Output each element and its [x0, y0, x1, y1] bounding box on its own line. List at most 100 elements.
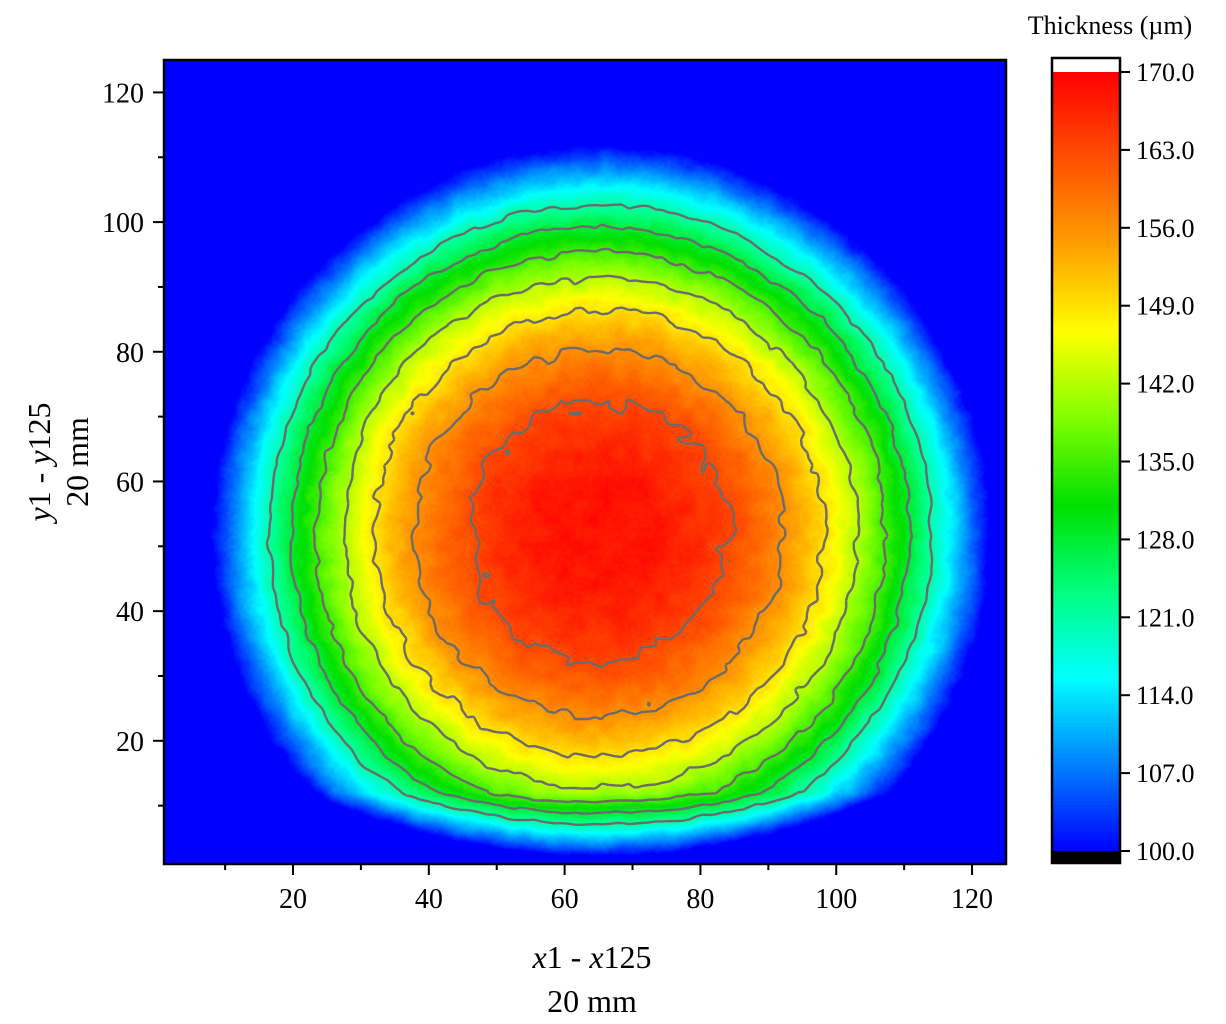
- colorbar-band: [1052, 220, 1120, 225]
- colorbar-band: [1052, 79, 1120, 85]
- colorbar-band: [1052, 551, 1120, 556]
- x-tick-label: 120: [951, 884, 993, 915]
- colorbar-band: [1052, 107, 1120, 112]
- colorbar-band: [1052, 578, 1120, 583]
- colorbar-band: [1052, 632, 1120, 638]
- colorbar-band: [1052, 266, 1120, 272]
- plot-frame: [162, 58, 1008, 866]
- colorbar-band: [1052, 796, 1120, 801]
- colorbar-band: [1052, 438, 1120, 443]
- colorbar-band: [1052, 301, 1120, 307]
- colorbar-band: [1052, 329, 1120, 334]
- colorbar-band: [1052, 792, 1120, 798]
- colorbar-band: [1052, 745, 1120, 751]
- colorbar-band: [1052, 161, 1120, 167]
- colorbar-band: [1052, 648, 1120, 653]
- colorbar-tick-label: 121.0: [1136, 603, 1195, 632]
- colorbar-band: [1052, 757, 1120, 763]
- colorbar-band: [1052, 477, 1120, 482]
- colorbar-band: [1052, 297, 1120, 303]
- colorbar-band: [1052, 368, 1120, 373]
- colorbar-band: [1052, 586, 1120, 591]
- colorbar-band: [1052, 305, 1120, 311]
- colorbar-band: [1052, 200, 1120, 206]
- colorbar-title: Thickness (µm): [1028, 11, 1192, 40]
- colorbar-band: [1052, 414, 1120, 420]
- colorbar-band: [1052, 819, 1120, 825]
- colorbar-band: [1052, 714, 1120, 720]
- colorbar-band: [1052, 426, 1120, 431]
- colorbar-band: [1052, 395, 1120, 400]
- colorbar-band: [1052, 554, 1120, 560]
- colorbar-band: [1052, 410, 1120, 416]
- colorbar-band: [1052, 800, 1120, 805]
- colorbar-band: [1052, 212, 1120, 217]
- colorbar-band: [1052, 590, 1120, 595]
- colorbar-band: [1052, 286, 1120, 291]
- colorbar-band: [1052, 391, 1120, 396]
- colorbar-band: [1052, 784, 1120, 790]
- x-tick-label: 40: [415, 884, 443, 915]
- colorbar-band: [1052, 406, 1120, 412]
- colorbar-band: [1052, 153, 1120, 159]
- colorbar-band: [1052, 812, 1120, 817]
- colorbar-band: [1052, 508, 1120, 513]
- colorbar-band: [1052, 95, 1120, 100]
- colorbar-tick-label: 100.0: [1136, 837, 1195, 866]
- colorbar-over: [1052, 58, 1120, 72]
- colorbar-band: [1052, 480, 1120, 486]
- colorbar-band: [1052, 235, 1120, 241]
- colorbar-band: [1052, 512, 1120, 517]
- colorbar-tick-label: 107.0: [1136, 759, 1195, 788]
- colorbar-band: [1052, 208, 1120, 213]
- colorbar-band: [1052, 465, 1120, 470]
- colorbar-band: [1052, 562, 1120, 568]
- colorbar-band: [1052, 87, 1120, 93]
- colorbar-band: [1052, 488, 1120, 494]
- y-tick-label: 40: [116, 597, 144, 628]
- heatmap-canvas: [164, 60, 1006, 864]
- colorbar-band: [1052, 741, 1120, 747]
- colorbar-band: [1052, 738, 1120, 743]
- colorbar-band: [1052, 827, 1120, 833]
- colorbar-band: [1052, 539, 1120, 544]
- colorbar-band: [1052, 364, 1120, 369]
- colorbar-band: [1052, 399, 1120, 404]
- colorbar-band: [1052, 251, 1120, 256]
- contour-line: [289, 223, 914, 815]
- colorbar-band: [1052, 344, 1120, 350]
- contour-line: [410, 346, 787, 721]
- colorbar-band: [1052, 227, 1120, 233]
- y-tick-label: 100: [102, 208, 144, 239]
- colorbar-band: [1052, 675, 1120, 681]
- colorbar-band: [1052, 570, 1120, 576]
- colorbar-band: [1052, 500, 1120, 505]
- colorbar-band: [1052, 496, 1120, 502]
- colorbar-band: [1052, 255, 1120, 260]
- colorbar-band: [1052, 574, 1120, 579]
- colorbar-band: [1052, 699, 1120, 704]
- colorbar-band: [1052, 523, 1120, 529]
- colorbar-band: [1052, 726, 1120, 731]
- colorbar-band: [1052, 309, 1120, 315]
- y-axis-subtitle: 20 mm: [59, 417, 95, 507]
- colorbar-band: [1052, 516, 1120, 521]
- colorbar-band: [1052, 118, 1120, 124]
- colorbar-band: [1052, 258, 1120, 264]
- colorbar-band: [1052, 761, 1120, 766]
- colorbar-band: [1052, 706, 1120, 712]
- x-tick-label: 100: [815, 884, 857, 915]
- colorbar-band: [1052, 192, 1120, 198]
- y-axis-ticks: 20 40 60 80 100 120: [102, 78, 164, 807]
- colorbar-band: [1052, 535, 1120, 540]
- colorbar-band: [1052, 290, 1120, 295]
- colorbar-band: [1052, 531, 1120, 537]
- colorbar-band: [1052, 835, 1120, 840]
- colorbar-tick-label: 135.0: [1136, 448, 1195, 477]
- colorbar-band: [1052, 181, 1120, 186]
- colorbar-band: [1052, 722, 1120, 727]
- colorbar-band: [1052, 519, 1120, 525]
- colorbar-band: [1052, 387, 1120, 392]
- colorbar-band: [1052, 134, 1120, 139]
